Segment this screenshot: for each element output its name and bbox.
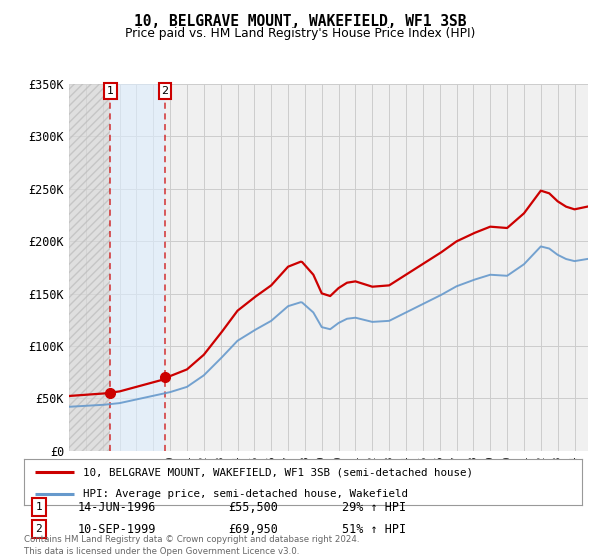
Text: 10-SEP-1999: 10-SEP-1999 bbox=[78, 522, 157, 536]
Text: 2: 2 bbox=[161, 86, 169, 96]
Text: HPI: Average price, semi-detached house, Wakefield: HPI: Average price, semi-detached house,… bbox=[83, 489, 407, 498]
Text: £69,950: £69,950 bbox=[228, 522, 278, 536]
Text: Contains HM Land Registry data © Crown copyright and database right 2024.
This d: Contains HM Land Registry data © Crown c… bbox=[24, 535, 359, 556]
Text: 10, BELGRAVE MOUNT, WAKEFIELD, WF1 3SB: 10, BELGRAVE MOUNT, WAKEFIELD, WF1 3SB bbox=[134, 14, 466, 29]
Bar bbox=[110, 84, 165, 451]
Text: 10, BELGRAVE MOUNT, WAKEFIELD, WF1 3SB (semi-detached house): 10, BELGRAVE MOUNT, WAKEFIELD, WF1 3SB (… bbox=[83, 467, 473, 477]
Text: 14-JUN-1996: 14-JUN-1996 bbox=[78, 501, 157, 514]
Text: 51% ↑ HPI: 51% ↑ HPI bbox=[342, 522, 406, 536]
Text: 1: 1 bbox=[107, 86, 114, 96]
Text: 1: 1 bbox=[35, 502, 43, 512]
Text: 2: 2 bbox=[35, 524, 43, 534]
Text: Price paid vs. HM Land Registry's House Price Index (HPI): Price paid vs. HM Land Registry's House … bbox=[125, 27, 475, 40]
Text: £55,500: £55,500 bbox=[228, 501, 278, 514]
Text: 29% ↑ HPI: 29% ↑ HPI bbox=[342, 501, 406, 514]
